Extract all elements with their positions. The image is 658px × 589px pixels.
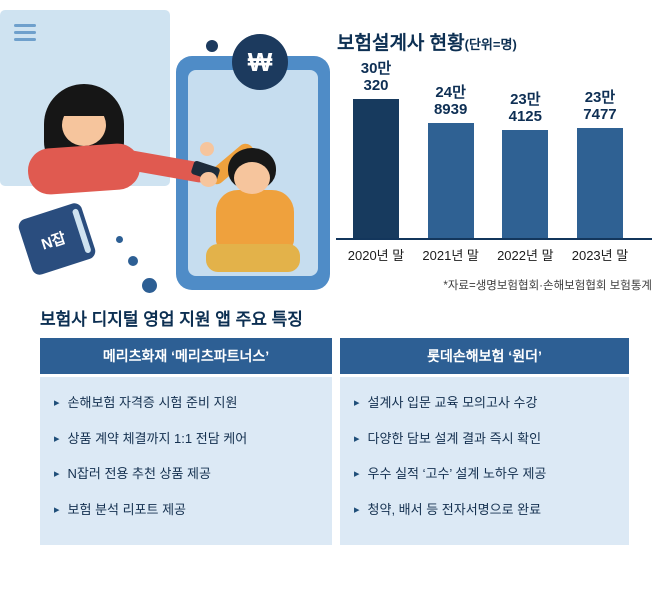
chart-source: *자료=생명보험협회·손해보험협회 보험통계 <box>443 280 652 292</box>
feature-item-text: 상품 계약 체결까지 1:1 전담 케어 <box>67 430 248 446</box>
bar-value-label: 24만 8939 <box>433 83 468 118</box>
menu-lines-icon <box>14 24 36 45</box>
decor-dot <box>116 236 123 243</box>
feature-item-text: 손해보험 자격증 시험 준비 지원 <box>67 395 238 410</box>
feature-item-text: 설계사 입문 교육 모의고사 수강 <box>367 395 538 410</box>
feature-item-text: 보험 분석 리포트 제공 <box>67 501 187 517</box>
won-symbol: ₩ <box>247 46 273 77</box>
bar-category-label: 2021년 말 <box>422 248 479 263</box>
bar-column: 30만 320 <box>340 59 412 238</box>
decor-dot <box>128 256 138 266</box>
bullet-arrow-icon: ▸ <box>354 432 360 445</box>
njob-book: N잡 <box>16 201 98 277</box>
feature-table-lotte: 롯데손해보험 ‘원더’ ▸ 설계사 입문 교육 모의고사 수강 ▸ 다양한 담보 설계… <box>340 338 629 545</box>
bar-category-label: 2022년 말 <box>497 248 554 263</box>
woman-bang <box>56 92 114 116</box>
section-title: 보험사 디지털 영업 지원 앱 주요 특징 <box>40 310 303 329</box>
categories-row: 2020년 말 2021년 말 2022년 말 2023년 말 <box>340 245 636 264</box>
feature-item-text: 우수 실적 ‘고수’ 설계 노하우 제공 <box>367 466 547 481</box>
bar <box>353 99 399 238</box>
boy-body <box>216 190 294 250</box>
decor-dot <box>206 40 218 52</box>
bars-row: 30만 320 24만 8939 23만 4125 23만 7477 <box>340 59 636 238</box>
feature-table-header: 롯데손해보험 ‘원더’ <box>340 338 629 374</box>
feature-item: ▸ 우수 실적 ‘고수’ 설계 노하우 제공 <box>354 466 617 483</box>
illustration: ₩ N잡 <box>0 0 335 300</box>
bullet-arrow-icon: ▸ <box>54 397 60 409</box>
bar <box>576 128 623 238</box>
bullet-arrow-icon: ▸ <box>354 503 360 516</box>
chart-title-text: 보험설계사 현황 <box>337 33 465 54</box>
feature-item: ▸ 상품 계약 체결까지 1:1 전담 케어 <box>54 431 320 448</box>
feature-item: ▸ 보험 분석 리포트 제공 <box>54 502 320 519</box>
bar <box>427 123 474 238</box>
decor-dot <box>142 278 157 293</box>
bar-category-label: 2020년 말 <box>347 248 405 263</box>
book-pages <box>71 208 92 254</box>
bar-value-label: 23만 7477 <box>583 88 617 123</box>
bar-value-label: 30만 320 <box>360 59 392 94</box>
bullet-arrow-icon: ▸ <box>54 468 60 480</box>
bar-value-label: 23만 4125 <box>508 90 542 125</box>
bar-column: 23만 4125 <box>489 90 561 238</box>
chart-title: 보험설계사 현황(단위=명) <box>337 28 517 55</box>
feature-table-body-0: ▸ 손해보험 자격증 시험 준비 지원 ▸ 상품 계약 체결까지 1:1 전담 케어 ▸… <box>40 377 332 545</box>
feature-item: ▸ N잡러 전용 추천 상품 제공 <box>54 466 320 483</box>
feature-item-text: N잡러 전용 추천 상품 제공 <box>67 466 211 481</box>
njob-book-label: N잡 <box>39 229 68 254</box>
boy-hand <box>200 142 214 156</box>
boy-face <box>234 162 270 194</box>
feature-item: ▸ 설계사 입문 교육 모의고사 수강 <box>354 395 617 412</box>
feature-item-text: 청약, 배서 등 전자서명으로 완료 <box>367 501 542 517</box>
bar-category-label: 2023년 말 <box>571 248 629 263</box>
feature-item: ▸ 손해보험 자격증 시험 준비 지원 <box>54 395 320 412</box>
won-coin-icon: ₩ <box>232 34 288 90</box>
bullet-arrow-icon: ▸ <box>54 432 60 445</box>
bar <box>502 130 549 238</box>
feature-item: ▸ 다양한 담보 설계 결과 즉시 확인 <box>354 431 617 448</box>
feature-table-meritz: 메리츠화재 ‘메리츠파트너스’ ▸ 손해보험 자격증 시험 준비 지원 ▸ 상품 계약… <box>40 338 332 545</box>
boy-legs <box>206 244 300 272</box>
woman-hand <box>200 172 217 187</box>
bullet-arrow-icon: ▸ <box>54 503 60 516</box>
chart-unit-label: (단위=명) <box>464 37 517 52</box>
bar-column: 24만 8939 <box>415 83 487 238</box>
bar-column: 23만 7477 <box>564 88 636 238</box>
feature-item-text: 다양한 담보 설계 결과 즉시 확인 <box>367 430 542 446</box>
feature-table-body-1: ▸ 설계사 입문 교육 모의고사 수강 ▸ 다양한 담보 설계 결과 즉시 확인 ▸ 우수… <box>340 377 629 545</box>
feature-item: ▸ 청약, 배서 등 전자서명으로 완료 <box>354 502 617 519</box>
bullet-arrow-icon: ▸ <box>354 397 360 409</box>
chart-axis-line <box>336 238 652 240</box>
bullet-arrow-icon: ▸ <box>354 468 360 480</box>
feature-table-header: 메리츠화재 ‘메리츠파트너스’ <box>40 338 332 374</box>
